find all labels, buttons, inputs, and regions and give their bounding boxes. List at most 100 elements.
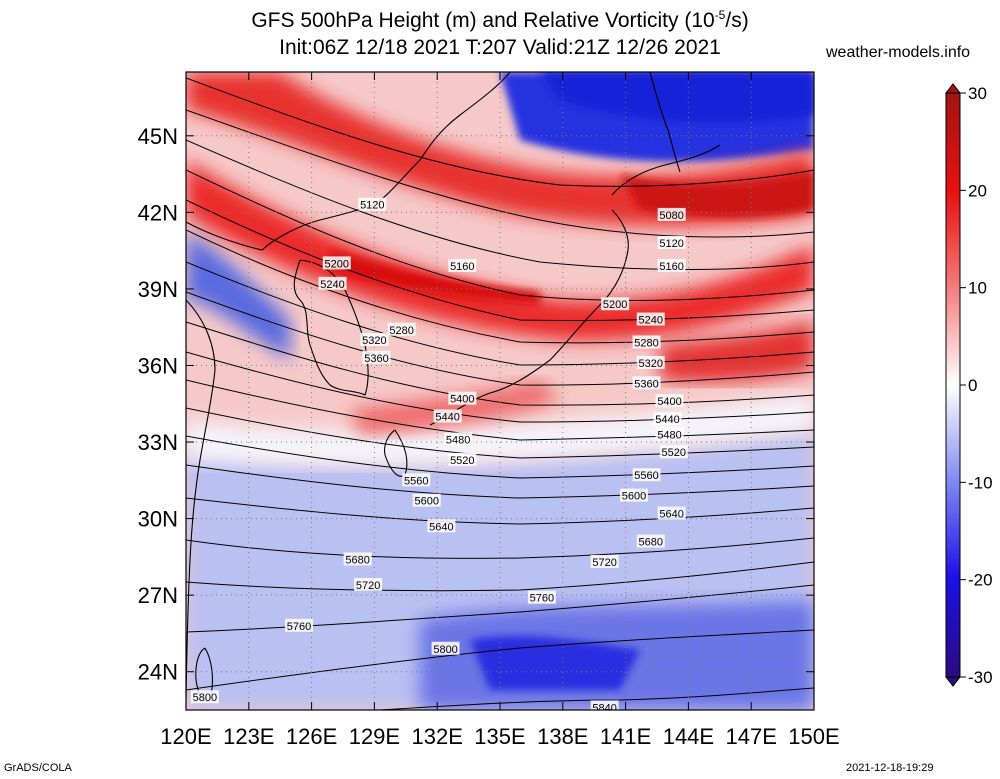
contour-label-bg — [448, 391, 477, 405]
contour-label-text: 5080 — [659, 210, 683, 222]
contour-label-text: 5600 — [622, 491, 646, 503]
contour-label-bg — [657, 506, 686, 520]
contour-label-5520: 5520 — [448, 452, 477, 467]
contour-label-5600: 5600 — [412, 493, 441, 508]
contour-5640 — [186, 497, 814, 525]
contour-5080 — [186, 77, 814, 187]
contour-label-bg — [632, 376, 661, 390]
coast-kyushu — [384, 429, 408, 477]
contour-label-bg — [619, 488, 648, 502]
chart-title-line2: Init:06Z 12/18 2021 T:207 Valid:21Z 12/2… — [279, 36, 721, 59]
contour-label-bg — [387, 322, 416, 336]
contour-label-5520: 5520 — [659, 445, 688, 459]
coast-honshu — [429, 209, 629, 426]
contour-label-bg — [636, 534, 665, 548]
contour-label-5480: 5480 — [655, 427, 684, 441]
contour-label-text: 5560 — [634, 470, 658, 482]
contour-label-text: 5120 — [360, 200, 384, 212]
contour-label-bg — [636, 312, 665, 326]
contour-labels: 5080 5120 5120 5160 5160 5200 5200 5240 5240 5280… — [190, 197, 688, 710]
contour-label-text: 5800 — [193, 692, 217, 704]
contour-label-text: 5400 — [657, 396, 681, 408]
contour-label-5200: 5200 — [601, 297, 630, 311]
contour-label-5680: 5680 — [343, 552, 372, 566]
contour-label-text: 5480 — [657, 429, 681, 441]
colorbar-scale — [945, 92, 961, 678]
contour-label-text: 5360 — [634, 378, 658, 390]
contour-5800 — [186, 629, 814, 691]
contour-label-5120: 5120 — [358, 197, 387, 212]
contour-label-bg — [360, 332, 389, 346]
contour-label-text: 5520 — [450, 455, 474, 467]
contour-label-bg — [659, 445, 688, 459]
contour-label-5320: 5320 — [360, 332, 389, 347]
contour-label-text: 5320 — [638, 358, 662, 370]
contour-label-text: 5280 — [389, 325, 413, 337]
colorbar-ticks: 30 20 10 0 -10 -20 -30 — [960, 84, 993, 687]
positive-vorticity-jet-core — [330, 250, 540, 305]
contour-label-bg — [448, 258, 477, 272]
contour-label-text: 5720 — [592, 557, 616, 569]
contour-label-5400: 5400 — [448, 391, 477, 406]
positive-vorticity-japan-south — [350, 380, 560, 435]
contour-label-text: 5480 — [446, 434, 470, 446]
contour-label-bg — [657, 207, 686, 221]
contour-label-text: 5600 — [414, 496, 438, 508]
lon-tick-label: 144E — [663, 724, 714, 749]
contour-label-5800: 5800 — [431, 641, 460, 656]
contour-5280 — [186, 229, 814, 344]
contour-label-text: 5800 — [433, 644, 457, 656]
lon-tick-label: 138E — [537, 724, 588, 749]
negative-vorticity-northeast-core — [540, 72, 814, 123]
contour-label-5680: 5680 — [636, 534, 665, 549]
contour-label-5480: 5480 — [444, 432, 473, 446]
colorbar-tick-label: 20 — [968, 181, 987, 200]
contour-label-5440: 5440 — [433, 409, 462, 424]
lat-tick-label: 30N — [138, 507, 178, 532]
contour-label-bg — [601, 297, 630, 311]
contour-label-5360: 5360 — [362, 350, 391, 365]
contour-label-5200: 5200 — [322, 256, 351, 270]
map-field: 5080 5120 5120 5160 5160 5200 5200 5240 5240 5280… — [186, 72, 814, 710]
contour-label-5120: 5120 — [657, 235, 686, 250]
colorbar-tick-label: 0 — [968, 376, 977, 395]
lon-tick-label: 126E — [286, 724, 337, 749]
lon-tick-label: 135E — [474, 724, 525, 749]
contour-label-5640: 5640 — [657, 506, 686, 520]
contour-label-text: 5120 — [659, 238, 683, 250]
title-main: GFS 500hPa Height (m) and Relative Vorti… — [251, 9, 715, 32]
contour-5600 — [186, 464, 814, 499]
contour-label-text: 5680 — [345, 554, 369, 566]
contour-5720 — [186, 561, 814, 592]
contour-label-5640: 5640 — [427, 519, 456, 533]
contour-label-5160: 5160 — [657, 258, 686, 273]
contour-label-5760: 5760 — [527, 590, 556, 605]
contour-label-5240: 5240 — [318, 276, 347, 291]
contour-label-bg — [322, 256, 351, 270]
contour-label-bg — [402, 473, 431, 487]
contour-label-text: 5640 — [659, 508, 683, 520]
contour-label-bg — [590, 700, 619, 710]
title-units-end: /s) — [725, 9, 749, 32]
lat-tick-label: 33N — [138, 430, 178, 455]
contour-label-bg — [657, 258, 686, 272]
contour-label-bg — [636, 355, 665, 369]
contour-label-text: 5240 — [638, 315, 662, 327]
colorbar-tick-label: -10 — [968, 473, 993, 492]
colorbar-top-arrow — [944, 83, 962, 94]
contour-label-bg — [655, 427, 684, 441]
contour-5200 — [186, 169, 814, 301]
contour-label-text: 5760 — [530, 593, 554, 605]
contour-label-bg — [285, 618, 314, 632]
contour-label-5160: 5160 — [448, 258, 477, 273]
contour-label-5280: 5280 — [387, 322, 416, 337]
contour-label-5080: 5080 — [657, 207, 686, 222]
contour-label-text: 5440 — [655, 414, 679, 426]
contour-5440 — [186, 351, 814, 423]
lat-tick-label: 36N — [138, 353, 178, 378]
contour-label-5320: 5320 — [636, 355, 665, 370]
latitude-axis: 45N 42N 39N 36N 33N 30N 27N 24N — [138, 124, 814, 685]
lon-tick-label: 150E — [788, 724, 839, 749]
contour-label-5720: 5720 — [354, 577, 383, 592]
contour-5360 — [186, 291, 814, 386]
